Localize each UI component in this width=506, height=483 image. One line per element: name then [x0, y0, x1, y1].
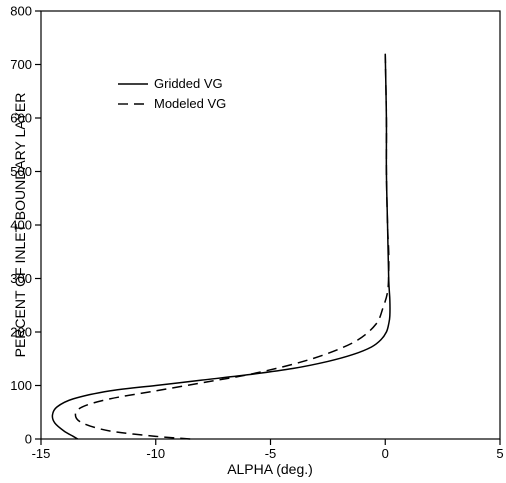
x-tick-label: -10 — [146, 446, 165, 461]
x-tick-label: 5 — [496, 446, 503, 461]
series-lines — [51, 53, 391, 440]
x-tick-label: 0 — [382, 446, 389, 461]
series-modeled-vg — [74, 53, 390, 440]
x-tick-label: -5 — [265, 446, 277, 461]
y-tick-label: 100 — [10, 378, 32, 393]
series-gridded-vg — [51, 53, 391, 440]
tick-marks — [35, 10, 501, 445]
legend-label-modeled-vg: Modeled VG — [154, 96, 226, 111]
y-tick-label: 700 — [10, 57, 32, 72]
legend-label-gridded-vg: Gridded VG — [154, 76, 223, 91]
y-axis-title: PERCENT OF INLET BOUNDARY LAYER — [12, 93, 28, 358]
y-tick-label: 300 — [10, 271, 32, 286]
x-tick-label: -15 — [32, 446, 51, 461]
y-tick-label: 0 — [25, 432, 32, 447]
y-tick-label: 500 — [10, 164, 32, 179]
y-tick-label: 600 — [10, 111, 32, 126]
y-tick-label: 200 — [10, 325, 32, 340]
legend: Gridded VG Modeled VG — [118, 76, 226, 111]
x-axis-title: ALPHA (deg.) — [227, 461, 313, 477]
plot-area-frame — [40, 10, 501, 440]
y-tick-label: 400 — [10, 218, 32, 233]
y-tick-label: 800 — [10, 4, 32, 19]
